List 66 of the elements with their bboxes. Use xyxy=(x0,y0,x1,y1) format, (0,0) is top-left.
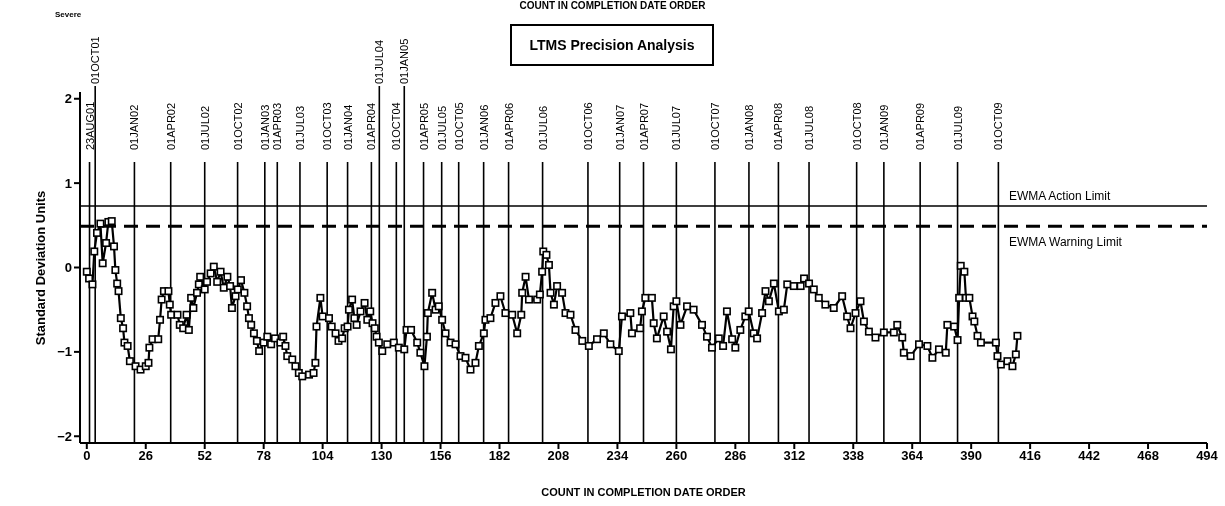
text: Severe xyxy=(55,10,82,19)
x-tick-label: 494 xyxy=(1196,448,1219,464)
y-tick-label: 0 xyxy=(64,260,72,276)
x-tick-label: 364 xyxy=(901,448,924,464)
y-tick-label: −1 xyxy=(57,344,72,360)
x-tick-label: 312 xyxy=(783,448,806,464)
ref-line-label: EWMA Action Limit xyxy=(1009,188,1112,203)
ref-line-label: 01OCT04 xyxy=(390,102,403,150)
ref-line-label: 01JAN09 xyxy=(877,104,890,150)
x-tick-label: 468 xyxy=(1137,448,1159,464)
ref-line-label: 01JAN02 xyxy=(128,104,141,150)
x-axis-title: COUNT IN COMPLETION DATE ORDER xyxy=(540,486,747,498)
y-axis-title: Standard Deviation Units xyxy=(32,190,48,346)
ref-line-label: 01OCT05 xyxy=(452,102,465,150)
ref-line-label: 01OCT07 xyxy=(708,102,721,150)
ref-line-label: 01APR05 xyxy=(417,102,430,150)
x-tick-label: 338 xyxy=(842,448,865,464)
x-tick-label: 104 xyxy=(311,448,335,464)
ref-line-label: 01APR03 xyxy=(271,102,284,150)
x-tick-label: 286 xyxy=(724,448,747,464)
ref-line-label: 01JUL08 xyxy=(803,105,816,150)
x-tick-label: 208 xyxy=(547,448,570,464)
ref-line-label: EWMA Warning Limit xyxy=(1009,235,1123,250)
ref-line-label: 01JUL04 xyxy=(373,39,386,84)
ref-line-label: 01JAN05 xyxy=(398,38,411,84)
ref-line-label: 01JUL05 xyxy=(435,105,448,150)
ref-line-label: 01JAN06 xyxy=(477,104,490,150)
x-tick-label: 182 xyxy=(488,448,511,464)
ref-line-label: 01OCT01 xyxy=(89,36,102,84)
ref-line-label: 01JAN07 xyxy=(613,104,626,150)
ref-line-label: 01APR07 xyxy=(637,102,650,150)
x-tick-label: 156 xyxy=(429,448,452,464)
x-tick-label: 52 xyxy=(197,448,212,464)
ref-line-label: 01OCT06 xyxy=(581,102,594,150)
ref-line-label: 01JUL07 xyxy=(670,105,683,150)
ref-line-label: 01OCT02 xyxy=(231,102,244,150)
ref-line-label: 01OCT03 xyxy=(321,102,334,150)
ref-line-label: 01JUL02 xyxy=(198,105,211,150)
x-tick-label: 234 xyxy=(606,448,630,464)
x-tick-label: 416 xyxy=(1019,448,1041,464)
ref-line-label: 01JAN08 xyxy=(742,104,755,150)
ref-line-label: 01JUL06 xyxy=(536,105,549,150)
ref-line-label: 01OCT09 xyxy=(992,102,1005,150)
y-tick-label: −2 xyxy=(57,428,72,444)
ref-line-label: 01JAN03 xyxy=(258,104,271,150)
text: COUNT IN COMPLETION DATE ORDER xyxy=(518,0,707,11)
x-tick-label: 260 xyxy=(665,448,688,464)
ref-line-label: 01JAN04 xyxy=(341,104,354,150)
ref-line-label: 01APR04 xyxy=(365,102,378,150)
ref-line-label: 01APR08 xyxy=(772,102,785,150)
ref-line-label: 01JUL03 xyxy=(293,105,306,150)
ref-line-label: 01APR06 xyxy=(502,102,515,150)
x-tick-label: 78 xyxy=(256,448,271,464)
x-tick-label: 390 xyxy=(960,448,983,464)
x-tick-label: 442 xyxy=(1078,448,1100,464)
ref-line-label: 01APR09 xyxy=(914,102,927,150)
y-tick-label: 2 xyxy=(64,91,72,107)
x-tick-label: 130 xyxy=(370,448,393,464)
x-tick-label: 0 xyxy=(83,448,91,464)
y-tick-label: 1 xyxy=(64,175,72,191)
ref-line-label: 01JUL09 xyxy=(951,105,964,150)
x-tick-label: 26 xyxy=(138,448,153,464)
ref-line-label: 23AUG01 xyxy=(83,101,96,150)
ref-line-label: 01OCT08 xyxy=(850,102,863,150)
ref-line-label: 01APR02 xyxy=(164,102,177,150)
chart-title: LTMS Precision Analysis xyxy=(510,24,714,66)
